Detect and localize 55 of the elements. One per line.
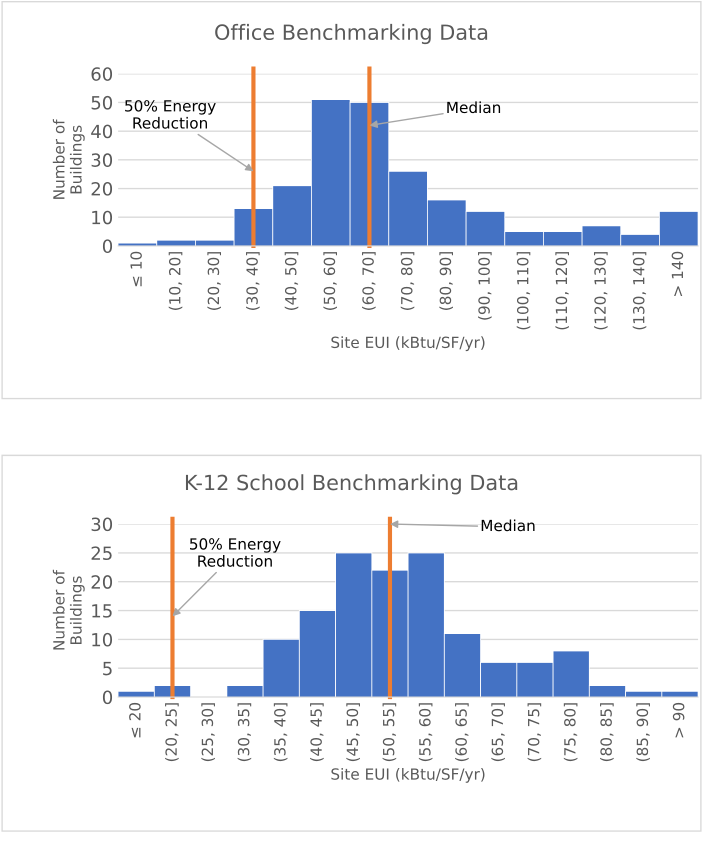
annotation: 50% Energy Reduction: [125, 100, 216, 129]
annotation: 50% Energy Reduction: [190, 538, 281, 567]
y-tick-label: 30: [92, 518, 112, 532]
x-tick-label: (55, 60]: [418, 703, 432, 762]
y-tick-label: 50: [92, 96, 112, 110]
x-axis-title: Site EUI (kBtu/SF/yr): [331, 336, 484, 352]
x-tick-label: ≤ 10: [130, 252, 142, 286]
chart-title: Office Benchmarking Data: [215, 24, 488, 44]
x-tick-label: (40, 50]: [284, 252, 298, 310]
x-tick-label: (10, 20]: [168, 252, 182, 310]
y-tick-label: 15: [92, 604, 112, 618]
y-tick-label: 10: [92, 632, 112, 647]
x-tick-label: (120, 130]: [594, 252, 608, 330]
y-tick-label: 25: [92, 546, 112, 560]
x-tick-label: (60, 70]: [362, 252, 376, 310]
x-tick-label: (70, 75]: [528, 703, 542, 762]
x-tick-label: > 140: [672, 252, 684, 296]
y-axis-title: Number of Buildings: [52, 570, 85, 650]
x-tick-label: (20, 25]: [165, 703, 179, 762]
x-tick-label: (20, 30]: [207, 252, 221, 310]
y-axis-title: Number of Buildings: [52, 119, 85, 199]
x-tick-label: > 90: [672, 702, 684, 738]
x-tick-label: (130, 140]: [632, 252, 646, 330]
x-tick-label: (60, 65]: [455, 703, 469, 762]
x-tick-label: ≤ 20: [129, 702, 141, 738]
annotation: Median: [482, 519, 535, 532]
x-tick-label: (65, 70]: [491, 703, 505, 762]
x-tick-label: (40, 45]: [310, 703, 324, 762]
y-tick-label: 10: [92, 210, 112, 224]
x-tick-label: (75, 80]: [564, 703, 578, 762]
chart-title: K-12 School Benchmarking Data: [186, 474, 518, 494]
x-tick-label: (50, 60]: [323, 252, 337, 310]
y-tick-label: 5: [103, 662, 112, 676]
x-tick-label: (45, 50]: [346, 703, 360, 762]
y-tick-label: 40: [91, 124, 112, 138]
annotation: Median: [447, 101, 500, 114]
x-tick-label: (70, 80]: [400, 252, 414, 310]
y-tick-label: 0: [102, 239, 112, 254]
y-tick-label: 0: [102, 690, 112, 704]
x-tick-label: (90, 100]: [478, 252, 492, 320]
x-tick-label: (100, 110]: [516, 252, 530, 330]
x-tick-label: (80, 90]: [439, 252, 453, 310]
y-tick-label: 30: [92, 153, 112, 167]
x-tick-label: (80, 85]: [600, 703, 614, 762]
y-tick-label: 20: [92, 182, 112, 196]
y-tick-label: 20: [92, 575, 112, 589]
x-tick-label: (85, 90]: [636, 703, 650, 762]
x-tick-label: (110, 120]: [555, 252, 569, 330]
x-tick-label: (30, 40]: [246, 252, 260, 310]
x-tick-label: (25, 30]: [201, 703, 215, 762]
x-axis-title: Site EUI (kBtu/SF/yr): [331, 768, 484, 783]
y-tick-label: 60: [92, 67, 112, 81]
x-tick-label: (50, 55]: [382, 703, 396, 762]
x-tick-label: (30, 35]: [238, 703, 252, 762]
x-tick-label: (35, 40]: [274, 703, 288, 762]
